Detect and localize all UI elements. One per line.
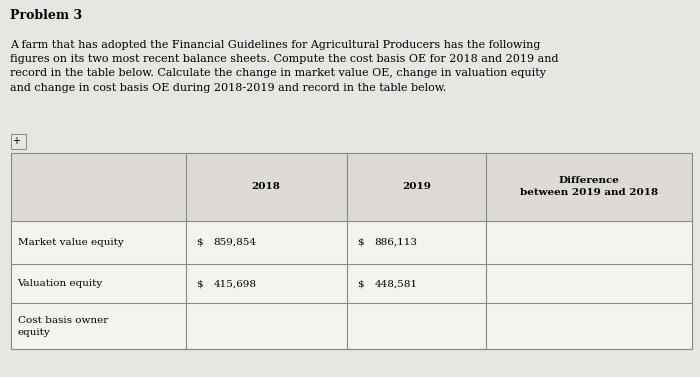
Text: $: $ xyxy=(196,238,202,247)
Text: Valuation equity: Valuation equity xyxy=(18,279,103,288)
Text: $: $ xyxy=(357,238,363,247)
Text: A farm that has adopted the Financial Guidelines for Agricultural Producers has : A farm that has adopted the Financial Gu… xyxy=(10,40,559,93)
Text: Market value equity: Market value equity xyxy=(18,238,123,247)
Text: 859,854: 859,854 xyxy=(214,238,256,247)
Text: 415,698: 415,698 xyxy=(214,279,256,288)
Text: $: $ xyxy=(357,279,363,288)
Text: Cost basis owner
equity: Cost basis owner equity xyxy=(18,316,108,337)
Bar xyxy=(10,134,26,149)
Text: 448,581: 448,581 xyxy=(374,279,417,288)
Text: 2018: 2018 xyxy=(251,182,281,191)
Text: 886,113: 886,113 xyxy=(374,238,417,247)
Text: $: $ xyxy=(196,279,202,288)
Text: Difference
between 2019 and 2018: Difference between 2019 and 2018 xyxy=(520,176,658,197)
Text: 2019: 2019 xyxy=(402,182,431,191)
Text: Problem 3: Problem 3 xyxy=(10,9,83,22)
Text: +: + xyxy=(12,136,20,146)
